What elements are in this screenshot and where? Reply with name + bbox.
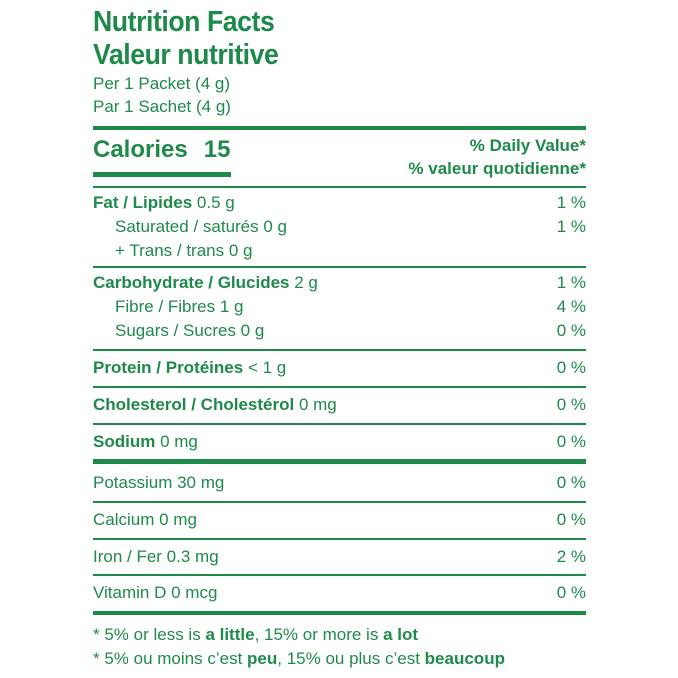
iron-row: Iron / Fer 0.3 mg 2 % — [93, 545, 586, 569]
divider — [93, 574, 586, 576]
divider-thick — [93, 126, 586, 130]
saturated-percent: 1 % — [556, 217, 586, 236]
carbohydrate-label: Carbohydrate / Glucides — [93, 273, 290, 292]
fat-percent: 1 % — [556, 193, 586, 212]
footnote: * 5% or less is a little, 15% or more is… — [93, 623, 586, 671]
footnote-en-emphasis: a little — [205, 625, 255, 644]
sodium-amount: 0 mg — [160, 432, 198, 451]
sodium-percent: 0 % — [556, 432, 586, 451]
serving-size-fr: Par 1 Sachet (4 g) — [93, 97, 231, 116]
divider — [93, 501, 586, 503]
daily-value-en: % Daily Value* — [469, 136, 586, 155]
footnote-en-emphasis: a lot — [383, 625, 419, 644]
carbohydrate-amount: 2 g — [294, 273, 318, 292]
sugars-label: Sugars / Sucres 0 g — [115, 321, 265, 340]
potassium-percent: 0 % — [556, 473, 586, 492]
protein-label: Protein / Protéines — [93, 358, 244, 377]
footnote-fr: * 5% ou moins c’est peu, 15% ou plus c’e… — [93, 647, 586, 671]
sodium-label: Sodium — [93, 432, 156, 451]
fibre-percent: 4 % — [556, 297, 586, 316]
footnote-fr-text: * 5% ou moins c’est — [93, 649, 248, 668]
vitamin-d-label: Vitamin D 0 mcg — [93, 583, 218, 602]
footnote-en-text: * 5% or less is — [93, 625, 206, 644]
calcium-percent: 0 % — [556, 510, 586, 529]
carbohydrate-row: Carbohydrate / Glucides 2 g 1 % — [93, 271, 586, 295]
sodium-row: Sodium 0 mg 0 % — [93, 430, 586, 454]
title-fr: Valeur nutritive — [93, 39, 279, 71]
calcium-label: Calcium 0 mg — [93, 510, 197, 529]
calories-header: Calories 15 % Daily Value* % valeur quoti… — [93, 130, 586, 186]
divider-thick — [93, 459, 586, 464]
iron-percent: 2 % — [556, 547, 586, 566]
fat-amount: 0.5 g — [196, 193, 235, 212]
serving-size-en: Per 1 Packet (4 g) — [93, 74, 231, 93]
carbohydrate-percent: 1 % — [556, 273, 586, 292]
calories-underline — [93, 172, 231, 177]
sugars-percent: 0 % — [556, 321, 586, 340]
vitamin-d-percent: 0 % — [556, 583, 586, 602]
nutrition-facts-panel: Nutrition Facts Valeur nutritive Per 1 P… — [93, 6, 586, 671]
calories-label: Calories 15 — [93, 136, 230, 164]
iron-label: Iron / Fer 0.3 mg — [93, 547, 219, 566]
protein-row: Protein / Protéines < 1 g 0 % — [93, 356, 586, 380]
cholesterol-amount: 0 mg — [298, 395, 337, 414]
vitamin-d-row: Vitamin D 0 mcg 0 % — [93, 581, 586, 605]
protein-percent: 0 % — [556, 358, 586, 377]
footnote-fr-text: , 15% ou plus c’est — [277, 649, 425, 668]
calories-text: Calories — [93, 136, 188, 163]
saturated-label: Saturated / saturés 0 g — [115, 217, 287, 236]
divider — [93, 349, 586, 351]
protein-amount: < 1 g — [247, 358, 287, 377]
calcium-row: Calcium 0 mg 0 % — [93, 508, 586, 532]
fibre-label: Fibre / Fibres 1 g — [115, 297, 244, 316]
divider — [93, 538, 586, 540]
fat-row: Fat / Lipides 0.5 g 1 % — [93, 191, 586, 215]
divider — [93, 386, 586, 388]
footnote-fr-emphasis: peu — [247, 649, 278, 668]
cholesterol-percent: 0 % — [556, 395, 586, 414]
fat-label: Fat / Lipides — [93, 193, 193, 212]
fibre-row: Fibre / Fibres 1 g 4 % — [93, 295, 586, 319]
sugars-row: Sugars / Sucres 0 g 0 % — [93, 319, 586, 343]
saturated-row: Saturated / saturés 0 g 1 % — [93, 215, 586, 239]
calories-value: 15 — [203, 136, 231, 163]
daily-value-header: % Daily Value* % valeur quotidienne* — [408, 134, 586, 180]
cholesterol-label: Cholesterol / Cholestérol — [93, 395, 295, 414]
divider — [93, 423, 586, 425]
daily-value-fr: % valeur quotidienne* — [408, 159, 586, 178]
title-en: Nutrition Facts — [93, 6, 275, 38]
potassium-label: Potassium 30 mg — [93, 473, 225, 492]
divider — [93, 266, 586, 268]
trans-row: + Trans / trans 0 g — [93, 239, 586, 263]
footnote-en: * 5% or less is a little, 15% or more is… — [93, 623, 586, 647]
trans-label: + Trans / trans 0 g — [115, 241, 253, 260]
divider — [93, 186, 586, 188]
cholesterol-row: Cholesterol / Cholestérol 0 mg 0 % — [93, 393, 586, 417]
potassium-row: Potassium 30 mg 0 % — [93, 471, 586, 495]
footnote-fr-emphasis: beaucoup — [424, 649, 505, 668]
footnote-en-text: , 15% or more is — [254, 625, 384, 644]
divider-thick — [93, 611, 586, 615]
